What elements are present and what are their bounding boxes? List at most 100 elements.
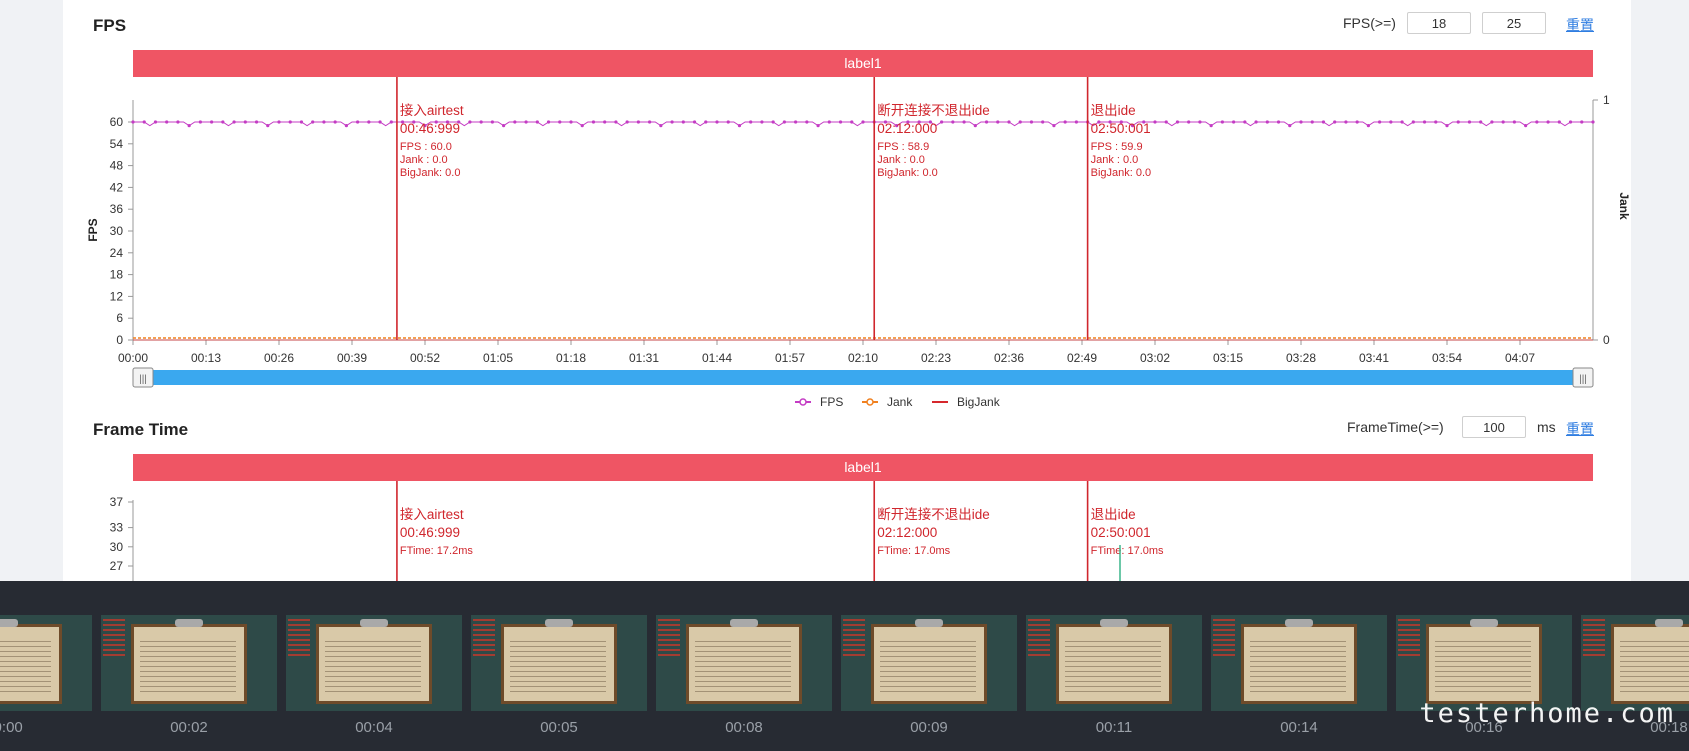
fps-point (356, 120, 360, 124)
fps-point (940, 120, 944, 124)
filmstrip-thumbnail[interactable] (841, 615, 1017, 711)
fps-point (266, 124, 270, 128)
fps-point (221, 120, 225, 124)
slider-handle-right[interactable] (1572, 367, 1594, 388)
filmstrip-thumbnail[interactable] (1396, 615, 1572, 711)
fps-point (1232, 120, 1236, 124)
frametime-y-tick-label: 37 (110, 495, 124, 509)
filmstrip-thumbnail[interactable] (471, 615, 647, 711)
thumbnail-clip (360, 619, 388, 627)
fps-point (1344, 120, 1348, 124)
filmstrip-thumbnail[interactable] (656, 615, 832, 711)
thumbnail-notice-board (131, 624, 247, 704)
fps-marker-value: Jank : 0.0 (1091, 154, 1139, 166)
fps-y-tick-label: 42 (110, 180, 124, 194)
fps-point (1321, 120, 1326, 124)
fps-point (1041, 120, 1045, 124)
filmstrip-time-label: 00:04 (355, 719, 393, 736)
time-range-slider[interactable] (133, 370, 1593, 385)
fps-point (816, 124, 820, 128)
fps-point (648, 120, 652, 124)
slider-handle-right-grip: ||| (1579, 374, 1587, 385)
fps-y-tick-label: 0 (116, 333, 123, 347)
thumbnail-side-text (843, 619, 865, 659)
fps-x-tick-label: 01:44 (702, 351, 732, 365)
frametime-band-label: label1 (844, 459, 882, 475)
fps-marker-value: FPS : 58.9 (877, 141, 929, 153)
fps-point (1524, 124, 1528, 128)
thumbnail-text-lines (1620, 637, 1689, 693)
legend-label-bigjank[interactable]: BigJank (957, 395, 1001, 409)
fps-marker-title: 接入airtest (400, 102, 464, 118)
fps-point (1276, 120, 1281, 124)
fps-marker-title: 退出ide (1091, 103, 1136, 118)
legend-label-fps[interactable]: FPS (820, 395, 843, 409)
fps-point (367, 120, 371, 124)
fps-point (142, 120, 146, 124)
fps-point (423, 124, 427, 128)
fps-point (243, 120, 247, 124)
thumbnail-notice-board (316, 624, 432, 704)
fps-marker-title: 断开连接不退出ide (877, 102, 990, 118)
fps-point (1265, 120, 1269, 124)
legend-label-jank[interactable]: Jank (887, 395, 913, 409)
fps-point (973, 124, 977, 128)
filmstrip-time-label: 00:05 (540, 719, 578, 736)
fps-point (288, 120, 292, 124)
fps-point (1422, 120, 1427, 124)
filmstrip-time-label: 00:00 (0, 719, 23, 736)
frametime-marker-time: 02:50:001 (1091, 525, 1151, 540)
frametime-band (133, 454, 1593, 481)
fps-point (1063, 120, 1067, 124)
thumbnail-notice-board (501, 624, 617, 704)
fps-point (400, 120, 405, 124)
fps-point (165, 120, 169, 124)
fps-threshold-high-input[interactable]: 25 (1482, 12, 1546, 34)
watermark-text: testerhome.com (1419, 698, 1675, 729)
fps-point (883, 120, 888, 124)
slider-handle-left[interactable] (132, 367, 154, 388)
fps-y-tick-label: 54 (110, 137, 124, 151)
fps-point (1288, 124, 1292, 128)
fps-point (457, 120, 461, 124)
fps-y-tick-label: 48 (110, 159, 124, 173)
frametime-marker-title: 退出ide (1091, 507, 1136, 522)
filmstrip-thumbnail[interactable] (1581, 615, 1689, 711)
thumbnail-text-lines (1065, 637, 1161, 693)
fps-point (1310, 120, 1314, 124)
filmstrip-thumbnail[interactable] (0, 615, 92, 711)
fps-marker-value: BigJank: 0.0 (400, 167, 461, 179)
fps-reset-link[interactable]: 重置 (1566, 17, 1594, 33)
thumbnail-clip (1100, 619, 1128, 627)
thumbnail-text-lines (0, 637, 51, 693)
fps-marker-value: BigJank: 0.0 (877, 167, 938, 179)
filmstrip-thumbnail[interactable] (286, 615, 462, 711)
fps-point (614, 120, 618, 124)
fps-point (681, 120, 685, 124)
thumbnail-text-lines (510, 637, 606, 693)
fps-threshold-low-input[interactable]: 18 (1407, 12, 1471, 34)
fps-point (232, 120, 236, 124)
frametime-threshold-input[interactable]: 100 (1462, 416, 1526, 438)
legend-marker-jank (866, 398, 874, 406)
fps-point (569, 120, 573, 124)
filmstrip-thumbnail[interactable] (1211, 615, 1387, 711)
fps-point (1535, 120, 1539, 124)
fps-x-tick-label: 01:05 (483, 351, 513, 365)
filmstrip-thumbnail[interactable] (101, 615, 277, 711)
filmstrip-thumbnail[interactable] (1026, 615, 1202, 711)
filmstrip-time-label: 00:02 (170, 719, 208, 736)
thumbnail-text-lines (880, 637, 976, 693)
filmstrip-time-label: 00:14 (1280, 719, 1318, 736)
fps-point (1366, 124, 1370, 128)
fps-point (1243, 120, 1247, 124)
frametime-reset-link[interactable]: 重置 (1566, 421, 1594, 437)
fps-point (591, 120, 596, 124)
fps-point (490, 120, 494, 124)
fps-point (1580, 120, 1584, 124)
fps-y-label: FPS (86, 218, 100, 241)
fps-marker-time: 02:12:000 (877, 121, 937, 136)
fps-point (1052, 124, 1056, 128)
thumbnail-clip (730, 619, 758, 627)
fps-band-label: label1 (844, 55, 882, 71)
